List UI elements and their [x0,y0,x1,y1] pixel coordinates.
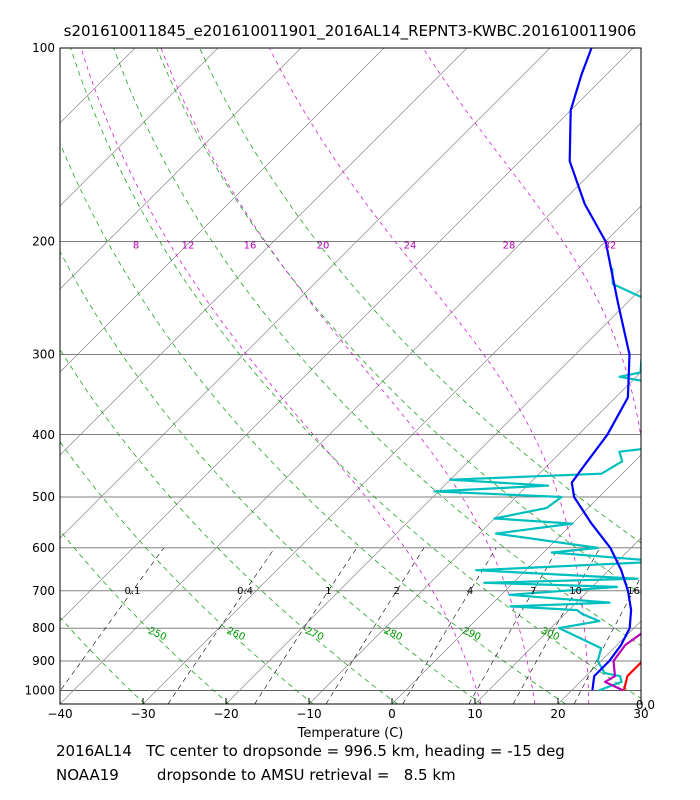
dry-adiabat-240 [60,616,146,704]
mixing-label-0.4: 0.4 [237,586,253,597]
moist-label-32: 32 [604,240,617,251]
mixing-line-16 [573,576,641,704]
dry-adiabat-300 [70,48,641,699]
isotherm--20 [225,288,641,704]
series-layer [433,48,641,692]
footer-line-2: NOAA19 dropsonde to AMSU retrieval = 8.5… [56,766,456,784]
dry-adiabat-310 [113,48,641,647]
t-tick-30: 30 [633,707,648,721]
plot-frame [59,47,642,705]
moist-label-24: 24 [404,240,417,251]
dry-adiabat-290 [60,142,566,704]
p-tick-1000: 1000 [24,683,55,697]
t-tick-10: 10 [467,707,482,721]
p-tick-900: 900 [32,654,55,668]
isotherm--10 [308,371,641,704]
p-tick-100: 100 [32,41,55,55]
moist-label-12: 12 [182,240,195,251]
p-tick-500: 500 [32,490,55,504]
series-dewpoint-dropsonde [433,267,641,692]
isotherm-10 [474,537,641,704]
dry-adiabat-260 [60,441,314,704]
mixing-line-2 [325,547,425,704]
isotherm--40 [60,122,641,704]
t-tick--30: −30 [130,707,155,721]
series-dewpoint-amsu [568,48,633,691]
dry-adiabat-230 [60,702,61,704]
dry-adiabat-270 [60,348,398,704]
isotherm--50 [60,48,634,622]
isotherm--60 [60,48,551,539]
p-tick-800: 800 [32,621,55,635]
mixing-label-16: 16 [627,586,640,597]
mixing-label-7: 7 [530,586,536,597]
isotherm-0 [391,454,641,704]
mixing-line-1 [254,547,358,704]
chart-title: s201610011845_e201610011901_2016AL14_REP… [63,22,637,40]
isotherm-30 [640,703,641,704]
moist-label-8: 8 [133,240,139,251]
moist-adiabat-12 [160,48,536,704]
isotherm--110 [60,48,136,124]
p-tick-300: 300 [32,347,55,361]
isotherm--100 [60,48,219,207]
footer-line-1: 2016AL14 TC center to dropsonde = 996.5 … [56,742,565,760]
p-tick-200: 200 [32,234,55,248]
mixing-line-0.4 [167,547,276,704]
isotherm--90 [60,48,302,290]
mixing-line-0.1 [60,547,165,692]
dry-adiabat-330 [199,48,641,544]
moist-label-16: 16 [244,240,257,251]
mixing-label-0.1: 0.1 [124,586,140,597]
t-tick--20: −20 [213,707,238,721]
p-tick-600: 600 [32,541,55,555]
mixing-label-4: 4 [467,586,473,597]
series-retrieval-profile [603,632,641,692]
isotherm--70 [60,48,468,456]
moist-label-28: 28 [503,240,516,251]
t-tick-0: 0 [388,707,396,721]
mixing-label-2: 2 [393,586,399,597]
moist-adiabat-16 [269,48,590,704]
x-axis-label: Temperature (C) [297,726,404,741]
mixing-label-1: 1 [325,586,331,597]
moist-adiabat-24 [643,48,700,704]
isotherm--120 [0,48,52,704]
dry-adiabat-250 [60,529,230,704]
moist-label-20: 20 [317,240,330,251]
t-tick--40: −40 [47,707,72,721]
grid-layer [0,48,700,704]
dry-adiabat-320 [156,48,641,595]
isotherm--30 [142,205,641,704]
t-tick--10: −10 [296,707,321,721]
moist-adiabat-8 [80,48,482,704]
p-tick-700: 700 [32,584,55,598]
dry-adiabat-280 [60,250,482,704]
t-tick-20: 20 [550,707,565,721]
isotherm--80 [60,48,385,373]
mixing-line-10 [512,547,601,704]
mixing-label-10: 10 [569,586,582,597]
p-tick-400: 400 [32,428,55,442]
corner-label: 0.0 [636,698,655,712]
